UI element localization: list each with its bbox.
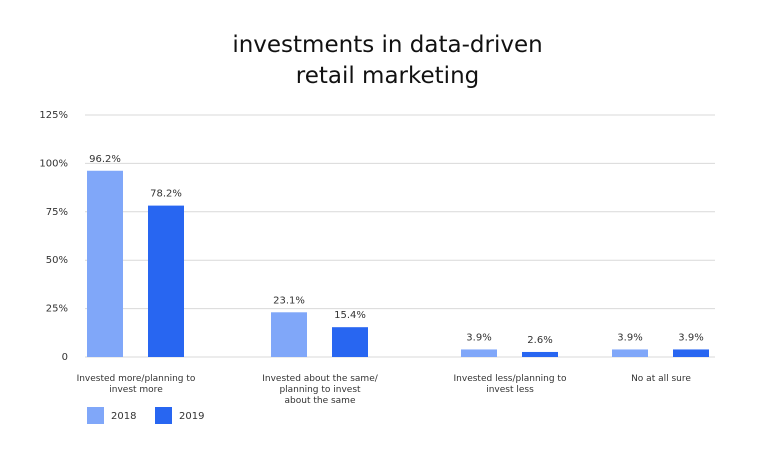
bar [673,349,709,357]
value-label: 3.9% [617,332,642,343]
y-tick-label: 0 [62,352,68,363]
bar [332,327,368,357]
x-tick-label: Invested about the same/ planning to inv… [262,374,378,406]
value-label: 23.1% [273,295,305,306]
x-tick-label: Invested less/planning to invest less [453,374,567,395]
bar [461,349,497,357]
bar [148,205,184,357]
value-label: 3.9% [678,332,703,343]
bar [612,349,648,357]
bar [87,170,123,357]
x-tick-label: Invested more/planning to invest more [76,374,196,395]
value-label: 3.9% [466,332,491,343]
y-tick-label: 75% [46,207,68,218]
bar [522,351,558,357]
legend-label: 2019 [179,411,204,422]
y-tick-label: 50% [46,255,68,266]
legend-swatch [155,407,172,424]
value-label: 78.2% [150,189,182,200]
bar [271,312,307,357]
value-label: 2.6% [527,335,552,346]
legend-swatch [87,407,104,424]
chart-title: investments in data-driven retail market… [232,32,543,89]
y-tick-label: 25% [46,304,68,315]
legend-label: 2018 [111,411,136,422]
value-label: 15.4% [334,310,366,321]
y-tick-label: 125% [39,110,68,121]
y-tick-label: 100% [39,158,68,169]
value-label: 96.2% [89,154,121,165]
x-tick-label: No at all sure [631,374,691,384]
